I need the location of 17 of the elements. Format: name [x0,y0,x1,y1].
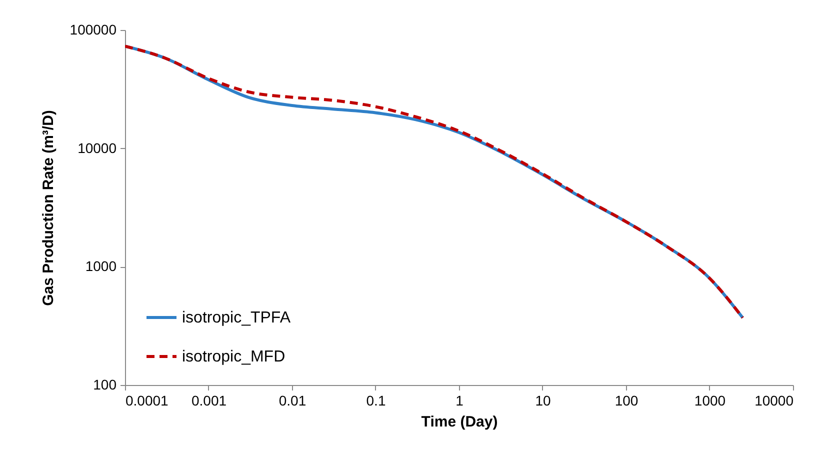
x-tick-label: 10 [535,392,551,408]
x-tick-label: 10000 [754,392,794,408]
x-tick-label: 0.001 [191,392,227,408]
x-tick-label: 0.01 [278,392,306,408]
legend-label: isotropic_MFD [182,348,286,366]
y-tick-label: 100 [93,376,117,392]
y-axis-title: Gas Production Rate (m³/D) [40,110,57,306]
y-tick-label: 100000 [70,22,117,38]
x-tick-label: 0.0001 [126,392,169,408]
y-tick-label: 10000 [78,140,117,156]
legend-label: isotropic_TPFA [182,310,291,326]
x-tick-label: 1 [456,392,464,408]
x-axis-title: Time (Day) [421,414,498,430]
y-tick-label: 1000 [85,258,117,274]
x-tick-label: 1000 [694,392,726,408]
x-tick-label: 0.1 [366,392,386,408]
x-tick-label: 100 [614,392,638,408]
